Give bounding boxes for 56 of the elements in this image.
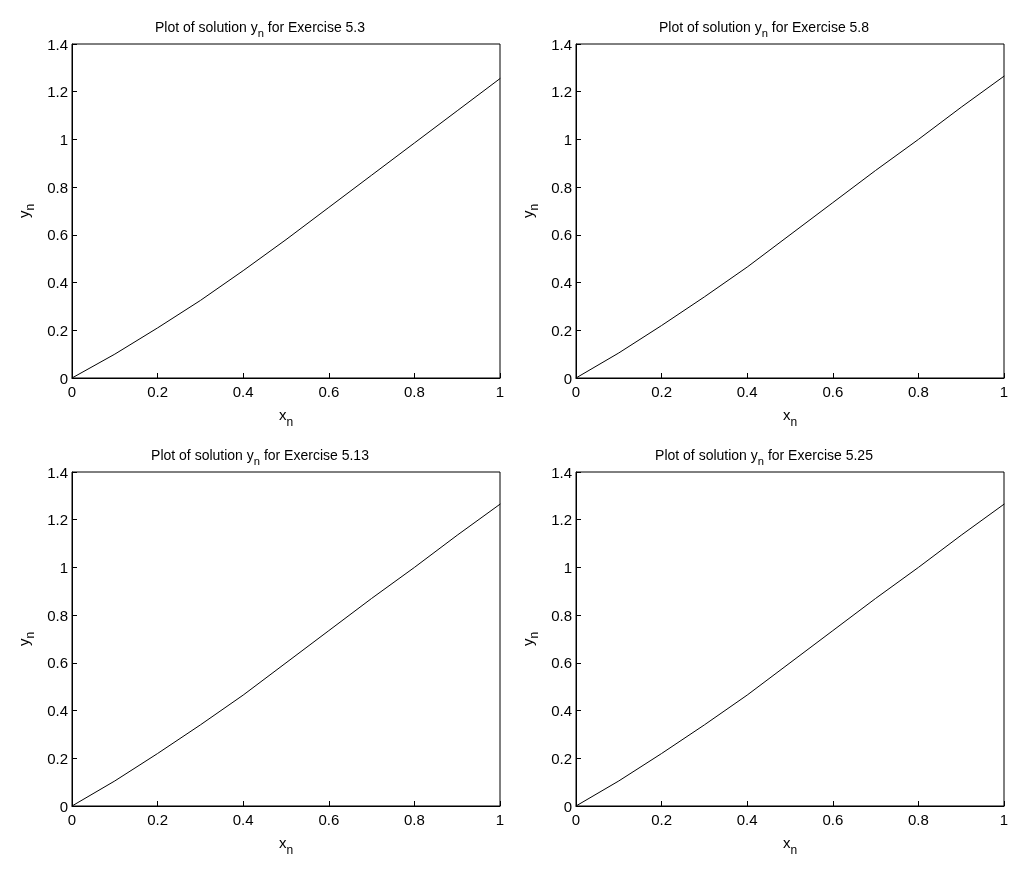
x-tick-label: 0.4 (736, 383, 758, 400)
y-tick-label: 0.4 (551, 702, 572, 720)
y-tick-label: 0.4 (551, 274, 572, 292)
y-tick-label: 0.8 (551, 606, 572, 624)
y-axis-title: yn (15, 203, 38, 219)
x-tick-label: 0.2 (651, 383, 673, 400)
y-axis-title: yn (519, 631, 542, 647)
x-tick-label: 0.6 (822, 383, 844, 400)
y-tick-label: 1.4 (47, 463, 68, 481)
x-tick-label: 1 (999, 811, 1009, 828)
x-tick-label: 0.4 (232, 383, 254, 400)
x-tick-label: 0.8 (403, 383, 425, 400)
y-tick-label: 0.2 (551, 749, 572, 767)
x-tick-label: 0.6 (318, 811, 340, 828)
y-tick-label: 0 (59, 797, 68, 815)
y-tick-label: 0.6 (47, 654, 68, 672)
y-tick-label: 0.8 (47, 606, 68, 624)
y-tick-label: 1.4 (551, 35, 572, 53)
x-tick-label: 1 (999, 383, 1009, 400)
x-tick-label: 0.8 (907, 811, 929, 828)
x-tick-label: 0.4 (736, 811, 758, 828)
x-tick-label: 0.2 (651, 811, 673, 828)
y-tick-label: 0 (59, 369, 68, 387)
x-tick-label: 1 (495, 811, 505, 828)
x-tick-label: 0.2 (147, 811, 169, 828)
y-tick-label: 1 (563, 558, 572, 576)
y-tick-label: 1.2 (551, 511, 572, 529)
y-tick-label: 0 (563, 797, 572, 815)
x-tick-label: 0.6 (318, 383, 340, 400)
x-tick-label: 0.8 (907, 383, 929, 400)
x-tick-label: 0.4 (232, 811, 254, 828)
y-tick-label: 1.2 (47, 83, 68, 101)
y-tick-label: 0.8 (47, 178, 68, 196)
y-tick-label: 0.2 (47, 321, 68, 339)
y-tick-label: 1.4 (47, 35, 68, 53)
y-tick-label: 0.6 (47, 226, 68, 244)
y-tick-label: 0.2 (551, 321, 572, 339)
y-tick-label: 1.2 (47, 511, 68, 529)
y-tick-label: 0.4 (47, 274, 68, 292)
y-tick-label: 1.2 (551, 83, 572, 101)
y-tick-label: 0.6 (551, 654, 572, 672)
y-tick-label: 1.4 (551, 463, 572, 481)
x-tick-label: 0.2 (147, 383, 169, 400)
y-axis-title: yn (15, 631, 38, 647)
x-tick-label: 0.6 (822, 811, 844, 828)
y-tick-label: 1 (59, 558, 68, 576)
y-tick-label: 0 (563, 369, 572, 387)
y-tick-label: 1 (563, 130, 572, 148)
x-tick-label: 1 (495, 383, 505, 400)
y-axis-title: yn (519, 203, 542, 219)
x-tick-label: 0.8 (403, 811, 425, 828)
y-tick-label: 1 (59, 130, 68, 148)
y-tick-label: 0.2 (47, 749, 68, 767)
y-tick-label: 0.4 (47, 702, 68, 720)
y-tick-label: 0.6 (551, 226, 572, 244)
y-tick-label: 0.8 (551, 178, 572, 196)
